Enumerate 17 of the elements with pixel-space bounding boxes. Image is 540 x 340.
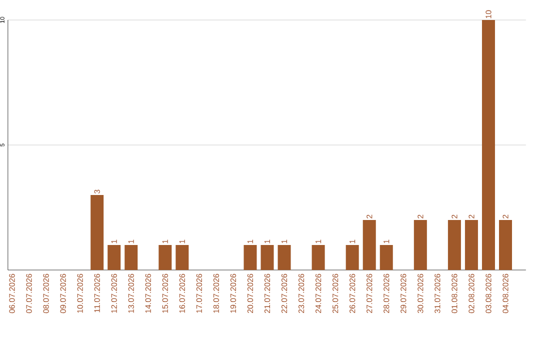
bar <box>260 245 274 270</box>
bar <box>124 245 138 270</box>
bar <box>312 245 325 270</box>
bar <box>499 220 512 270</box>
bar <box>108 245 121 270</box>
bar <box>362 220 376 270</box>
bar <box>380 245 393 270</box>
bar <box>482 20 495 270</box>
bar <box>158 245 172 270</box>
bar <box>90 195 104 270</box>
bar <box>244 245 257 270</box>
bar <box>414 220 427 270</box>
bar <box>448 220 461 270</box>
bar <box>464 220 478 270</box>
bar <box>346 245 359 270</box>
bar <box>176 245 189 270</box>
bar <box>278 245 291 270</box>
